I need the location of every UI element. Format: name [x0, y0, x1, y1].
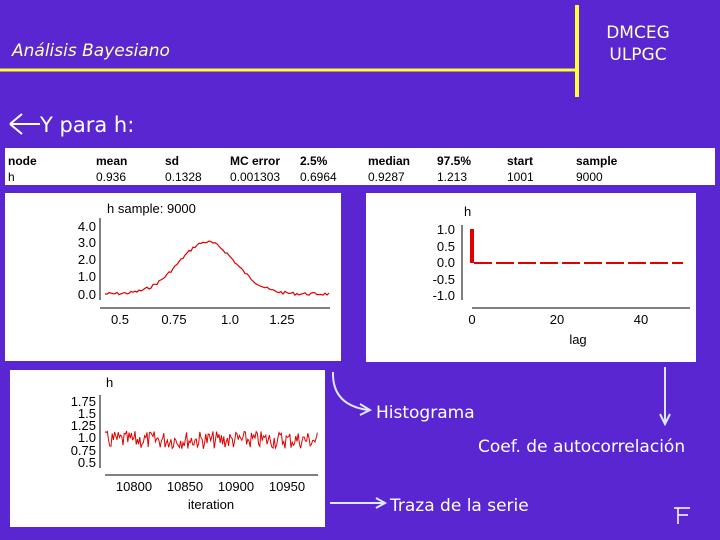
table-cell: 0.1328	[165, 170, 202, 184]
x-label: lag	[569, 332, 586, 347]
y-tick-label: 1.75	[71, 394, 96, 409]
logo-line: DMCEG	[606, 23, 670, 43]
column-header: mean	[96, 154, 127, 168]
annotation-arrow	[659, 413, 671, 427]
x-tick-label: 10850	[167, 479, 203, 494]
logo-line: ULPGC	[609, 45, 666, 65]
y-tick-label: 1.25	[71, 418, 96, 433]
y-tick-label: 4.0	[78, 219, 96, 234]
x-tick-label: 0.75	[161, 312, 186, 327]
column-header: sd	[165, 154, 179, 168]
density-curve	[104, 240, 330, 296]
annotation-arrow	[331, 371, 369, 411]
table-cell: 1.213	[437, 170, 467, 184]
y-tick-label: -1.0	[433, 288, 455, 303]
column-header: 2.5%	[300, 154, 328, 168]
y-tick-label: -0.5	[433, 272, 455, 287]
table-cell: 0.936	[96, 170, 126, 184]
x-tick-label: 40	[634, 312, 648, 327]
y-tick-label: 1.0	[78, 269, 96, 284]
x-tick-label: 20	[550, 312, 564, 327]
table-cell: 1001	[507, 170, 534, 184]
stats-table: node mean sd MC error 2.5% median 97.5% start sa…	[5, 148, 715, 185]
trace-panel: h iteration 1.751.51.251.00.750.5 10800 10…	[10, 370, 325, 527]
y-tick-label: 1.0	[437, 222, 455, 237]
y-tick-label: 3.0	[78, 235, 96, 250]
y-tick-label: 0.75	[71, 443, 96, 458]
column-header: 97.5%	[437, 154, 471, 168]
annotation-arrow	[359, 403, 373, 416]
y-tick-label: 0.5	[78, 455, 96, 470]
acf-panel: h lag 1.0 0.50.0 -0.5-1.0 0 20 40	[366, 193, 696, 362]
density-panel: h sample: 9000 4.03.0 2.0 1.0 0.0 0.5 0.75 1.0…	[5, 193, 341, 361]
table-cell: h	[8, 170, 15, 184]
table-cell: 0.001303	[230, 170, 280, 184]
table-cell: 0.6964	[300, 170, 337, 184]
panel-title: h	[106, 375, 113, 390]
panel-bg	[10, 370, 325, 527]
panel-title: h	[464, 204, 471, 219]
annotation: Histograma	[376, 403, 475, 423]
y-tick-label: 0.0	[78, 287, 96, 302]
acf-bar	[470, 229, 474, 263]
x-tick-label: 10900	[218, 479, 254, 494]
column-header: node	[8, 154, 37, 168]
x-tick-label: 1.25	[269, 312, 294, 327]
column-header: median	[368, 154, 410, 168]
trace-line	[104, 430, 318, 450]
pointer-icon	[674, 507, 690, 524]
x-tick-label: 10950	[269, 479, 305, 494]
y-tick-label: 0.5	[437, 239, 455, 254]
table-cell: 9000	[576, 170, 603, 184]
column-header: sample	[576, 154, 618, 168]
x-tick-label: 1.0	[221, 312, 239, 327]
title: Análisis Bayesiano	[11, 41, 170, 61]
x-tick-label: 10800	[116, 479, 152, 494]
annotation-arrow	[375, 497, 388, 509]
column-header: start	[507, 154, 533, 168]
y-tick-label: 2.0	[78, 252, 96, 267]
x-label: iteration	[188, 497, 234, 512]
table-cell: 0.9287	[368, 170, 405, 184]
y-tick-label: 1.0	[78, 430, 96, 445]
subtitle: Y para h:	[39, 113, 134, 137]
annotation: Traza de la serie	[389, 496, 529, 516]
panel-bg	[366, 193, 696, 362]
y-tick-label: 0.0	[437, 255, 455, 270]
x-tick-label: 0	[468, 312, 475, 327]
panel-title: h sample: 9000	[107, 201, 196, 216]
panel-bg	[5, 193, 341, 361]
y-tick-label: 1.5	[78, 406, 96, 421]
annotation: Coef. de autocorrelación	[478, 437, 685, 457]
x-tick-label: 0.5	[111, 312, 129, 327]
column-header: MC error	[230, 154, 280, 168]
arrow-icon	[9, 113, 40, 135]
table-bg	[5, 148, 715, 185]
